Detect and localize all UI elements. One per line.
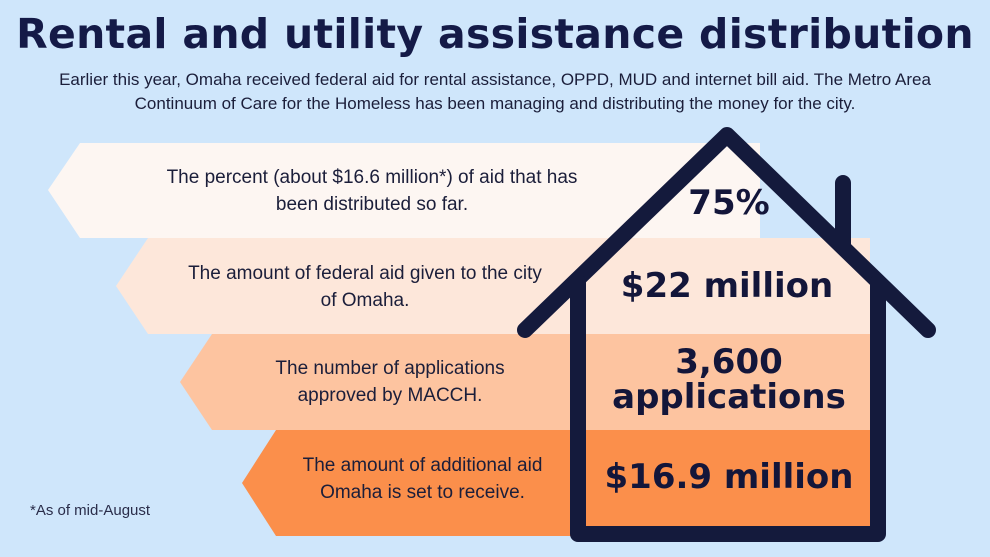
house-outline-icon xyxy=(517,127,936,542)
row-3-description: The number of applications approved by M… xyxy=(275,358,505,406)
row-4-value: $16.9 million xyxy=(604,457,854,497)
row-1-value: 75% xyxy=(688,183,770,223)
band-3 xyxy=(180,334,870,430)
row-3-value: 3,600 applications xyxy=(612,342,846,417)
band-4 xyxy=(242,430,870,536)
row-2-value: $22 million xyxy=(620,266,834,306)
band-2 xyxy=(116,238,870,334)
row-4-description: The amount of additional aid Omaha is se… xyxy=(302,455,543,503)
row-2-description: The amount of federal aid given to the c… xyxy=(188,263,542,311)
page-subtitle: Earlier this year, Omaha received federa… xyxy=(59,70,931,113)
footnote: *As of mid-August xyxy=(30,502,151,519)
row-1-description: The percent (about $16.6 million*) of ai… xyxy=(166,167,578,215)
page-title: Rental and utility assistance distributi… xyxy=(16,10,974,58)
band-1 xyxy=(48,143,760,238)
